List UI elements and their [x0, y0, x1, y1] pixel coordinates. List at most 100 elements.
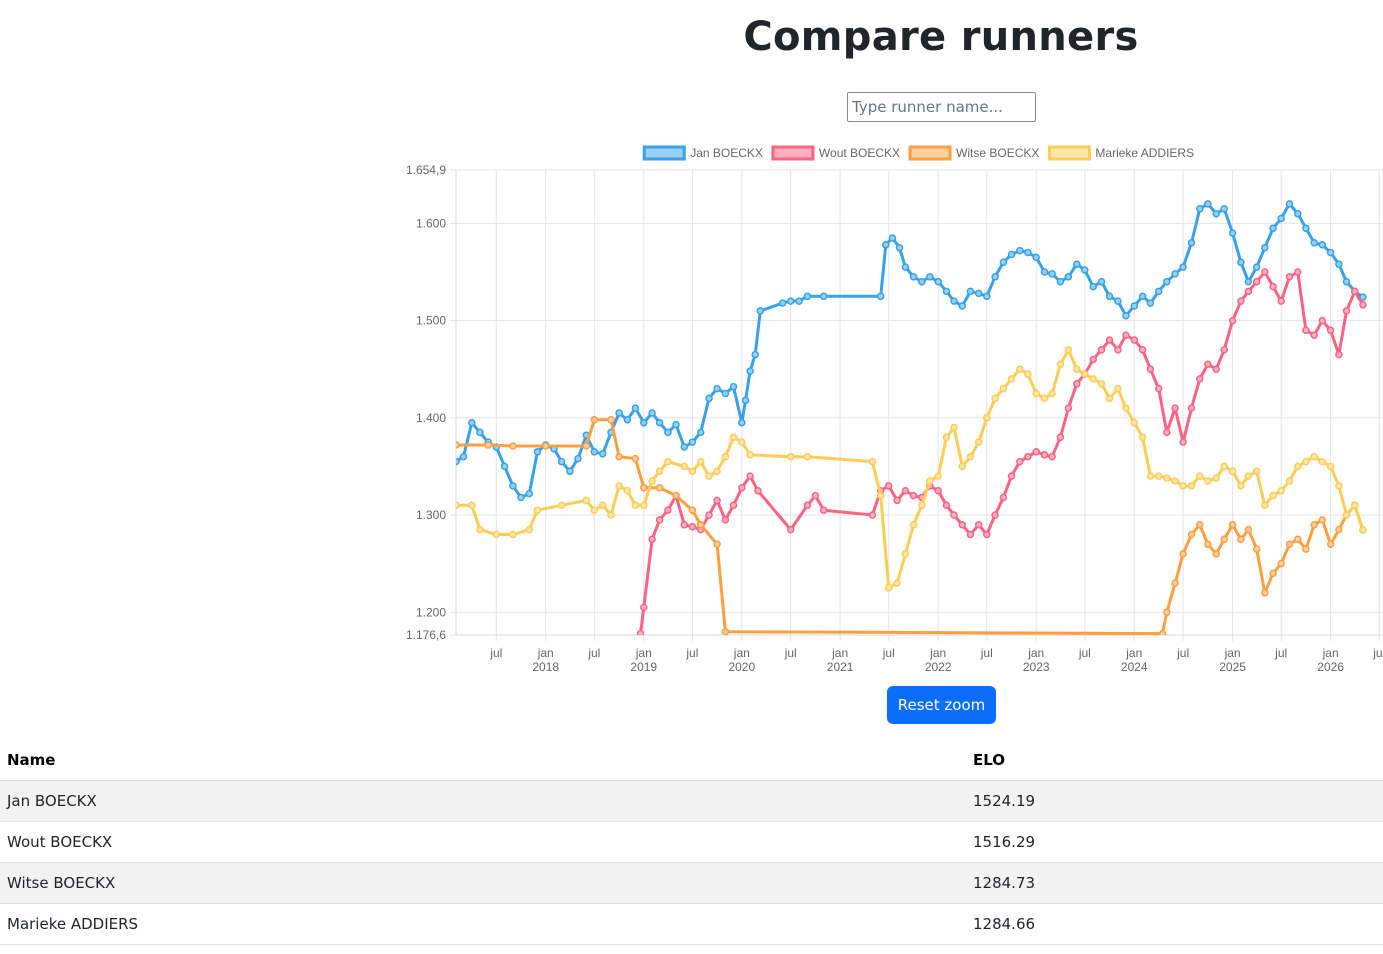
data-point[interactable]	[1220, 462, 1228, 471]
data-point[interactable]	[705, 472, 713, 480]
data-point[interactable]	[688, 522, 697, 531]
data-point[interactable]	[1228, 316, 1237, 325]
data-point[interactable]	[729, 382, 738, 391]
data-point[interactable]	[557, 457, 566, 466]
data-point[interactable]	[1138, 292, 1147, 301]
data-point[interactable]	[1032, 253, 1040, 262]
data-point[interactable]	[623, 486, 632, 495]
data-point[interactable]	[1252, 263, 1261, 271]
data-point[interactable]	[1244, 277, 1253, 286]
data-point[interactable]	[1146, 365, 1155, 373]
data-point[interactable]	[942, 287, 951, 296]
data-point[interactable]	[1326, 326, 1335, 335]
data-point[interactable]	[1048, 452, 1056, 461]
data-point[interactable]	[1252, 467, 1261, 476]
data-point[interactable]	[942, 501, 951, 510]
data-point[interactable]	[1204, 540, 1212, 548]
data-point[interactable]	[950, 511, 958, 519]
data-point[interactable]	[721, 452, 730, 461]
data-point[interactable]	[819, 292, 828, 301]
data-point[interactable]	[999, 384, 1008, 393]
data-point[interactable]	[582, 442, 591, 450]
data-point[interactable]	[1016, 365, 1024, 373]
data-point[interactable]	[1163, 277, 1171, 286]
data-point[interactable]	[533, 448, 542, 456]
data-point[interactable]	[1171, 404, 1179, 412]
data-point[interactable]	[541, 442, 550, 450]
data-point[interactable]	[778, 299, 787, 307]
data-point[interactable]	[655, 516, 664, 524]
data-point[interactable]	[655, 467, 664, 476]
data-point[interactable]	[934, 486, 942, 495]
data-point[interactable]	[1032, 389, 1040, 398]
data-point[interactable]	[934, 277, 942, 286]
data-point[interactable]	[705, 394, 713, 403]
data-point[interactable]	[1146, 299, 1155, 307]
data-point[interactable]	[1261, 501, 1269, 510]
data-point[interactable]	[631, 454, 640, 463]
data-point[interactable]	[525, 489, 534, 498]
data-point[interactable]	[1277, 486, 1285, 495]
data-point[interactable]	[1105, 394, 1114, 403]
data-point[interactable]	[453, 441, 460, 449]
data-point[interactable]	[574, 454, 582, 463]
data-point[interactable]	[1154, 472, 1163, 480]
data-point[interactable]	[1016, 457, 1024, 466]
data-point[interactable]	[888, 234, 897, 242]
data-point[interactable]	[1089, 375, 1097, 383]
data-point[interactable]	[1114, 297, 1122, 305]
data-point[interactable]	[1114, 384, 1122, 393]
data-point[interactable]	[909, 521, 918, 529]
data-point[interactable]	[1285, 540, 1294, 548]
data-point[interactable]	[1171, 270, 1179, 278]
data-point[interactable]	[680, 443, 689, 451]
data-point[interactable]	[648, 535, 656, 544]
data-point[interactable]	[738, 438, 746, 446]
data-point[interactable]	[598, 450, 607, 458]
data-point[interactable]	[476, 428, 484, 437]
data-point[interactable]	[756, 307, 765, 315]
data-point[interactable]	[623, 416, 632, 424]
data-point[interactable]	[1220, 535, 1228, 544]
data-point[interactable]	[1138, 346, 1147, 354]
data-point[interactable]	[1122, 311, 1130, 320]
data-point[interactable]	[1212, 474, 1220, 482]
data-point[interactable]	[1335, 482, 1343, 490]
data-point[interactable]	[974, 289, 983, 298]
data-point[interactable]	[655, 484, 664, 492]
data-point[interactable]	[509, 482, 517, 490]
data-point[interactable]	[688, 467, 697, 476]
data-point[interactable]	[713, 540, 721, 548]
data-point[interactable]	[721, 389, 730, 398]
data-point[interactable]	[1163, 428, 1171, 437]
data-point[interactable]	[803, 501, 812, 510]
data-point[interactable]	[1179, 550, 1187, 558]
data-point[interactable]	[1056, 360, 1065, 369]
data-point[interactable]	[1196, 205, 1204, 213]
data-point[interactable]	[1196, 375, 1204, 383]
data-point[interactable]	[640, 418, 648, 427]
data-point[interactable]	[1285, 273, 1294, 281]
data-point[interactable]	[901, 550, 910, 558]
data-point[interactable]	[453, 501, 460, 510]
data-point[interactable]	[950, 423, 958, 432]
data-point[interactable]	[741, 396, 750, 405]
data-point[interactable]	[1196, 521, 1204, 529]
data-point[interactable]	[893, 579, 901, 587]
data-point[interactable]	[746, 472, 754, 480]
data-point[interactable]	[1040, 394, 1049, 403]
data-point[interactable]	[1318, 316, 1327, 325]
data-point[interactable]	[746, 451, 754, 459]
data-point[interactable]	[1024, 452, 1032, 461]
data-point[interactable]	[1277, 214, 1285, 223]
data-point[interactable]	[1007, 375, 1016, 383]
data-point[interactable]	[557, 501, 566, 510]
data-point[interactable]	[492, 530, 501, 539]
data-point[interactable]	[876, 292, 885, 301]
data-point[interactable]	[1138, 433, 1147, 442]
data-point[interactable]	[640, 501, 648, 510]
legend-label[interactable]: Witse BOECKX	[956, 146, 1039, 160]
data-point[interactable]	[1318, 516, 1327, 524]
data-point[interactable]	[974, 438, 983, 446]
data-point[interactable]	[688, 506, 697, 514]
